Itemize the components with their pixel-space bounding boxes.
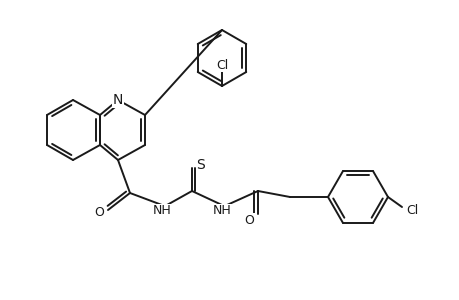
Text: S: S [196, 158, 205, 172]
Text: O: O [244, 214, 253, 226]
Text: NH: NH [212, 205, 231, 218]
Text: O: O [94, 206, 104, 218]
Text: Cl: Cl [215, 58, 228, 71]
Text: NH: NH [152, 205, 171, 218]
Text: Cl: Cl [405, 203, 417, 217]
Text: N: N [112, 93, 123, 107]
